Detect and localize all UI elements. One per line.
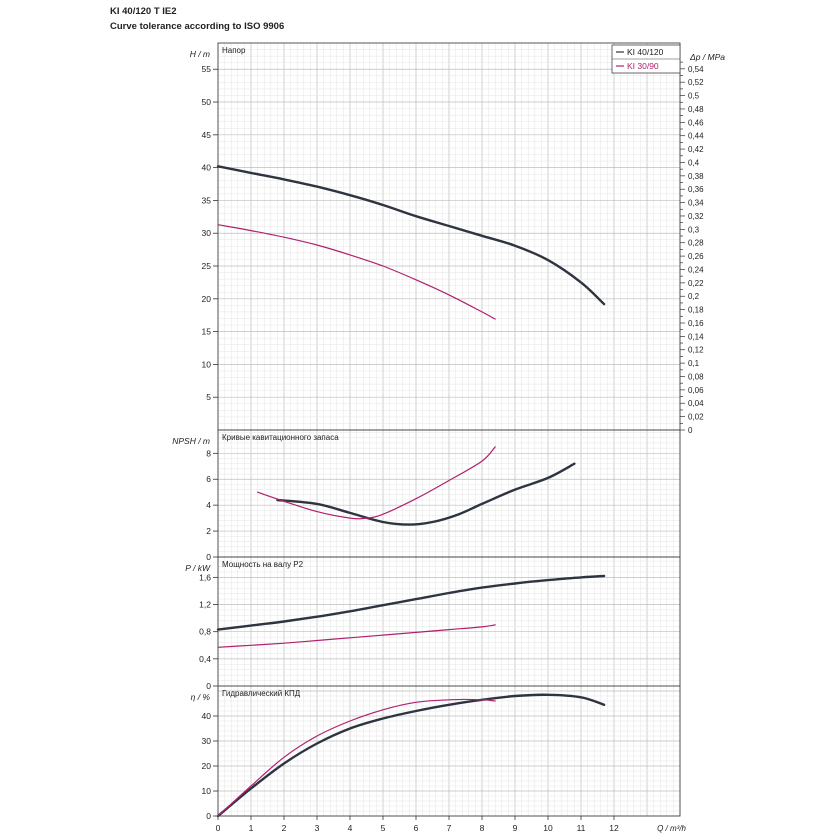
y-tick-label: 50 (202, 97, 212, 107)
y-tick-label: 30 (202, 736, 212, 746)
y2-tick-label: 0,48 (688, 105, 704, 114)
x-tick-label: 2 (282, 823, 287, 833)
y-tick-label: 30 (202, 228, 212, 238)
series-line-ki-40-120 (216, 574, 606, 631)
panel-title: Гидравлический КПД (222, 689, 301, 698)
y2-tick-label: 0,54 (688, 65, 704, 74)
y-tick-label: 25 (202, 261, 212, 271)
y-tick-label: 20 (202, 761, 212, 771)
y2-tick-label: 0,06 (688, 386, 704, 395)
y2-tick-label: 0,3 (688, 225, 700, 234)
x-tick-label: 4 (348, 823, 353, 833)
y2-tick-label: 0 (688, 426, 693, 435)
panel-title: Мощность на валу Р2 (222, 560, 304, 569)
y-tick-label: 10 (202, 359, 212, 369)
y2-tick-label: 0,1 (688, 359, 700, 368)
y2-tick-label: 0,2 (688, 292, 700, 301)
y-tick-label: 10 (202, 786, 212, 796)
y2-tick-label: 0,52 (688, 78, 704, 87)
x-tick-label: 1 (249, 823, 254, 833)
panel-title: Кривые кавитационного запаса (222, 433, 339, 442)
x-tick-label: 6 (414, 823, 419, 833)
x-tick-label: 9 (513, 823, 518, 833)
y-tick-label: 0 (206, 681, 211, 691)
y-tick-label: 0,8 (199, 627, 211, 637)
y-tick-label: 45 (202, 130, 212, 140)
x-tick-label: 3 (315, 823, 320, 833)
y-tick-label: 8 (206, 448, 211, 458)
y-tick-label: 0 (206, 552, 211, 562)
y2-axis-label: Δp / MPa (689, 52, 725, 62)
series-line-ki-40-120 (216, 693, 606, 818)
y2-tick-label: 0,04 (688, 399, 704, 408)
y-tick-label: 6 (206, 474, 211, 484)
y-tick-label: 40 (202, 163, 212, 173)
y-tick-label: 20 (202, 294, 212, 304)
y2-tick-label: 0,16 (688, 319, 704, 328)
x-tick-label: 10 (543, 823, 553, 833)
y2-tick-label: 0,38 (688, 172, 704, 181)
y-tick-label: 0,4 (199, 654, 211, 664)
y-axis-label: P / kW (185, 563, 211, 573)
y2-tick-label: 0,24 (688, 265, 704, 274)
series-line-ki-30-90 (217, 624, 496, 648)
y2-tick-label: 0,12 (688, 346, 704, 355)
x-axis-label: Q / m³/h (657, 824, 686, 833)
y2-tick-label: 0,28 (688, 239, 704, 248)
legend-entry: KI 30/90 (627, 61, 659, 71)
y-axis-label: η / % (191, 692, 211, 702)
y2-tick-label: 0,18 (688, 306, 704, 315)
y2-tick-label: 0,34 (688, 199, 704, 208)
y2-tick-label: 0,32 (688, 212, 704, 221)
y-tick-label: 2 (206, 526, 211, 536)
y2-tick-label: 0,22 (688, 279, 704, 288)
y-tick-label: 15 (202, 327, 212, 337)
y-tick-label: 40 (202, 711, 212, 721)
y-tick-label: 0 (206, 811, 211, 821)
series-line-ki-40-120 (216, 165, 606, 306)
y2-tick-label: 0,5 (688, 92, 700, 101)
y2-tick-label: 0,36 (688, 185, 704, 194)
x-tick-label: 12 (609, 823, 619, 833)
chart-header: KI 40/120 T IE2 Curve tolerance accordin… (110, 4, 284, 34)
y-axis-label: H / m (190, 49, 210, 59)
x-tick-label: 11 (577, 823, 586, 833)
y-tick-label: 1,2 (199, 600, 211, 610)
panel-title: Напор (222, 46, 246, 55)
y-tick-label: 55 (202, 64, 212, 74)
y2-tick-label: 0,26 (688, 252, 704, 261)
y-axis-label: NPSH / m (172, 436, 210, 446)
y2-tick-label: 0,42 (688, 145, 704, 154)
series-line-ki-40-120 (276, 462, 576, 526)
series-line-ki-30-90 (257, 446, 496, 520)
legend-entry: KI 40/120 (627, 47, 664, 57)
series-line-ki-30-90 (217, 224, 496, 320)
y2-tick-label: 0,02 (688, 413, 704, 422)
y-tick-label: 4 (206, 500, 211, 510)
x-tick-label: 5 (381, 823, 386, 833)
chart-subtitle: Curve tolerance according to ISO 9906 (110, 21, 285, 32)
chart-title: KI 40/120 T IE2 (110, 6, 177, 17)
x-tick-label: 7 (447, 823, 452, 833)
y2-tick-label: 0,44 (688, 132, 704, 141)
y-tick-label: 1,6 (199, 572, 211, 582)
series-line-ki-30-90 (217, 698, 496, 817)
y2-tick-label: 0,08 (688, 372, 704, 381)
y-tick-label: 5 (206, 392, 211, 402)
y-tick-label: 35 (202, 195, 212, 205)
y2-tick-label: 0,14 (688, 332, 704, 341)
y2-tick-label: 0,4 (688, 158, 700, 167)
x-tick-label: 8 (480, 823, 485, 833)
x-tick-label: 0 (216, 823, 221, 833)
y2-tick-label: 0,46 (688, 118, 704, 127)
